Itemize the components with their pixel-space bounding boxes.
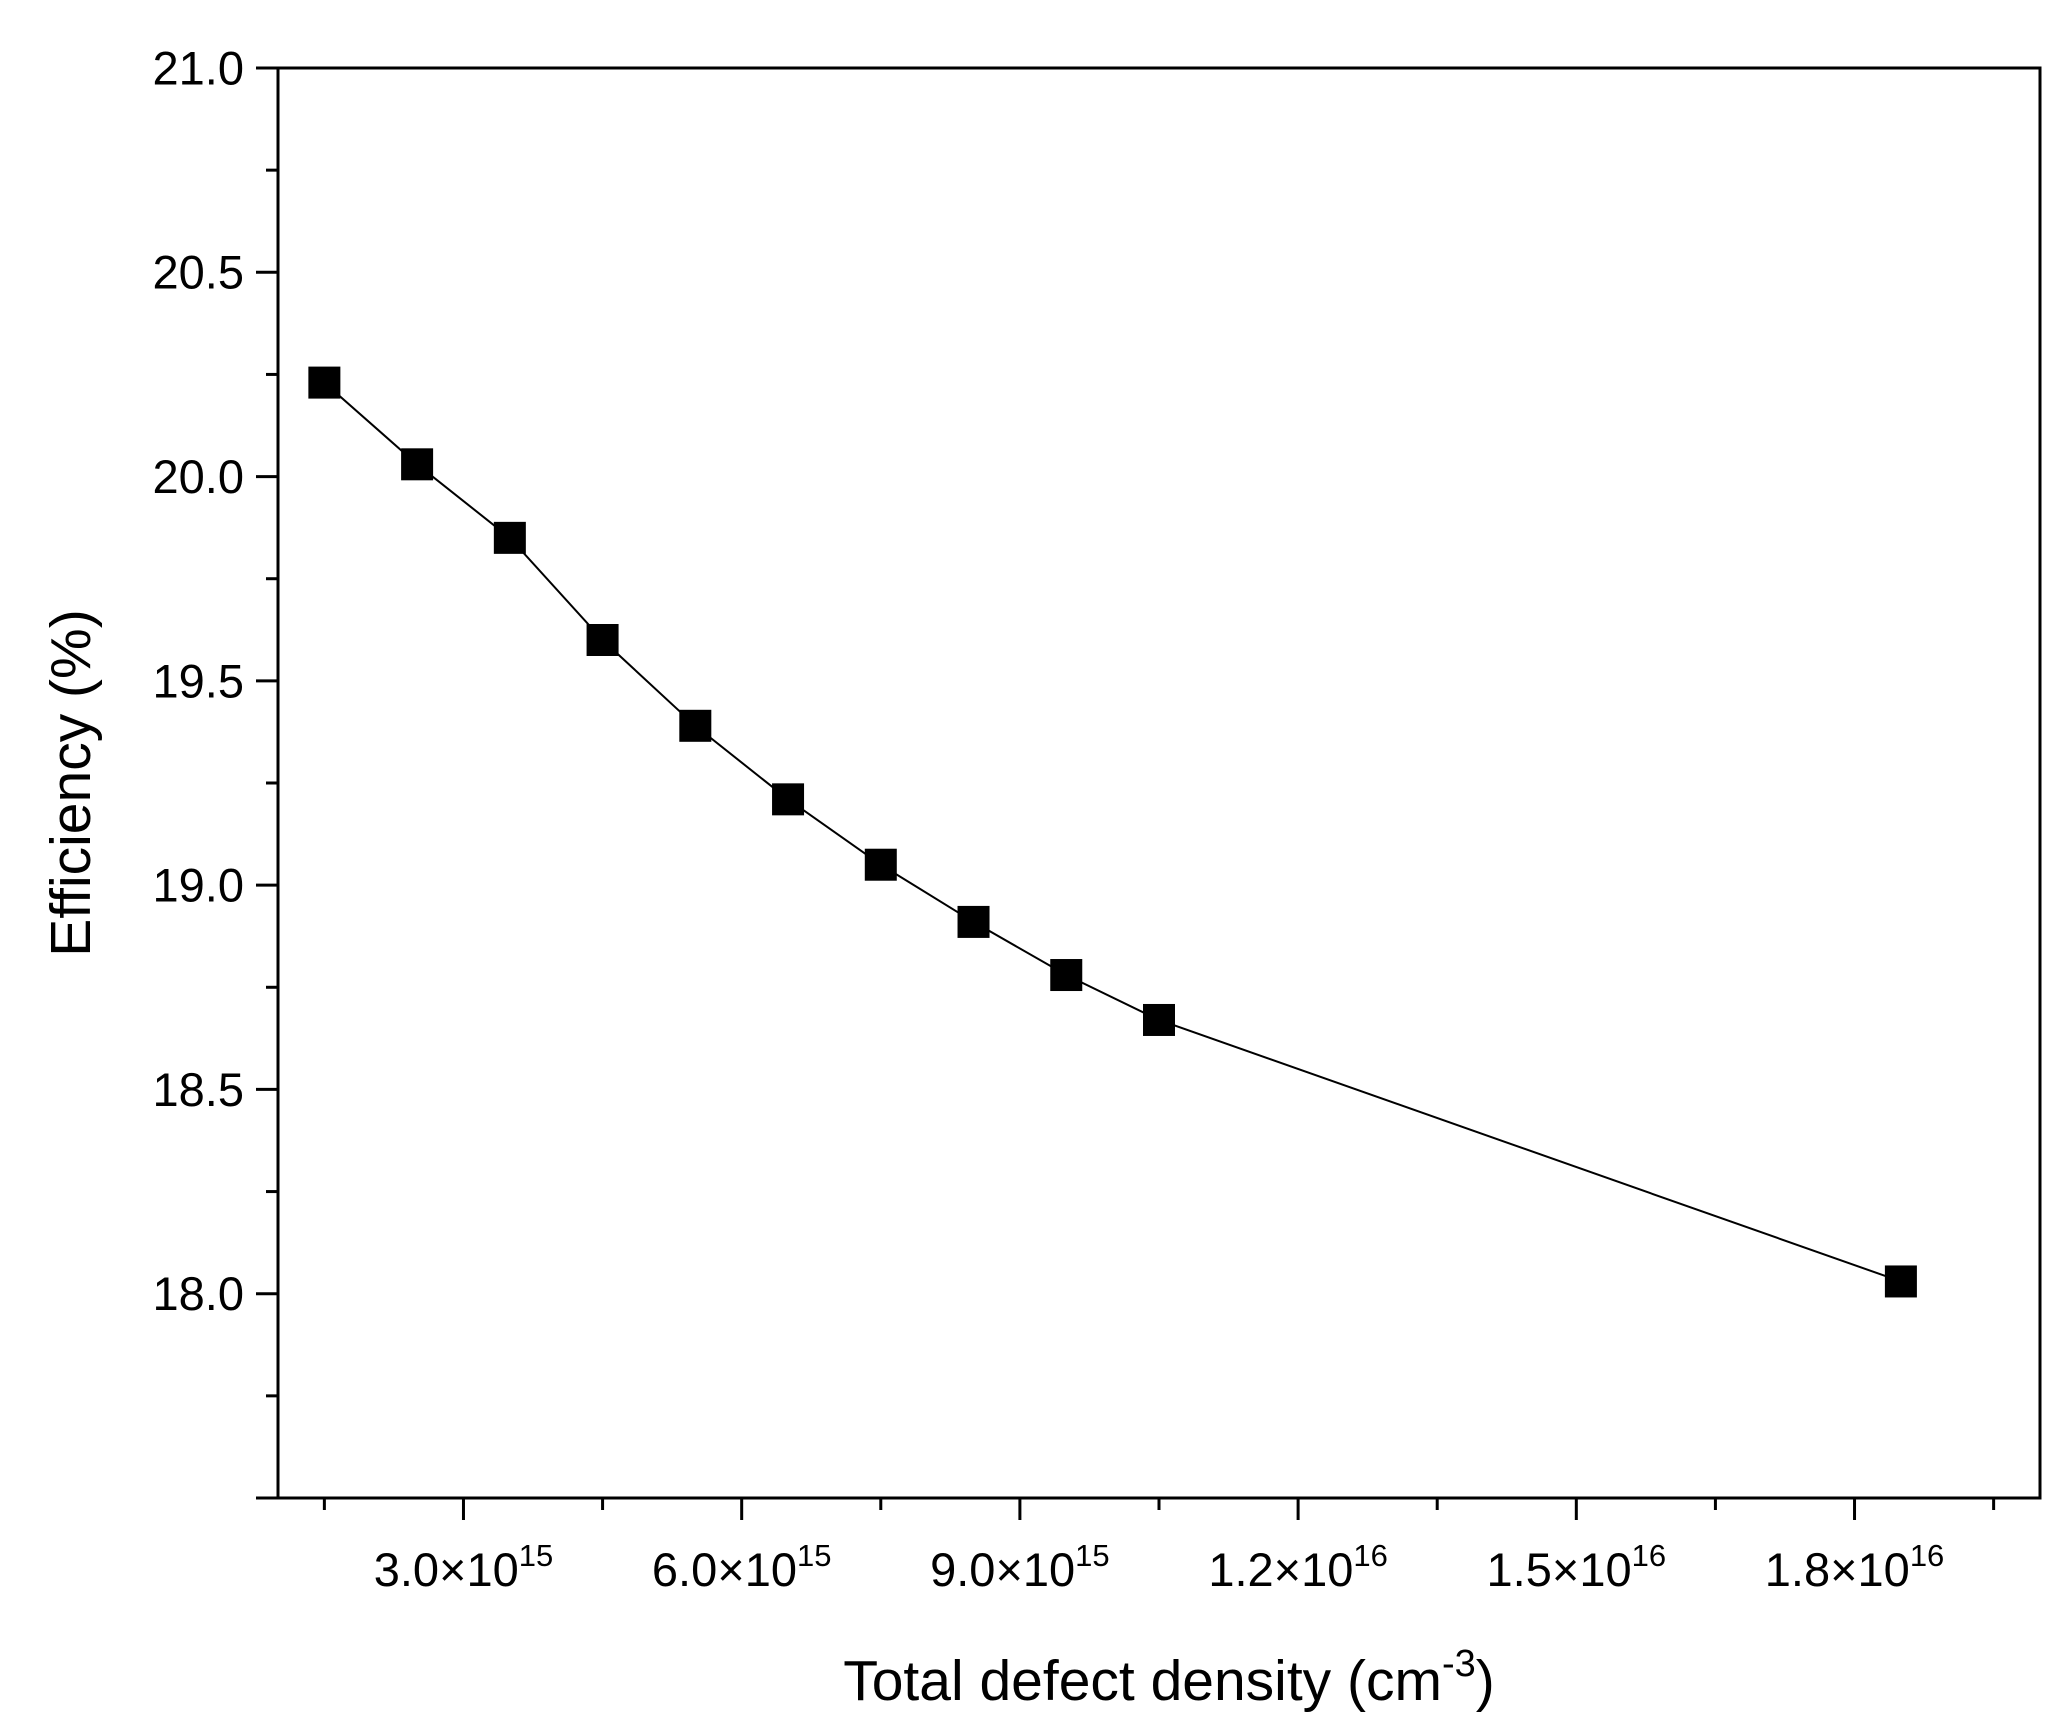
y-tick-label: 20.5 [153, 246, 244, 299]
x-tick-exponent: 15 [519, 1538, 553, 1573]
x-axis-title: Total defect density (cm-3) [843, 1643, 1495, 1713]
data-point-square-marker [772, 783, 805, 816]
x-tick-exponent: 15 [1075, 1538, 1109, 1573]
data-point-square-marker [308, 366, 341, 399]
plot-frame [276, 66, 2042, 1500]
plot-area: 18.0 18.5 19.0 19.5 20.0 20.5 21.0 3.0×1015 6.0×… [39, 41, 2042, 1713]
x-axis-title-suffix: ) [1476, 1649, 1495, 1713]
x-tick-exponent: 16 [1632, 1538, 1666, 1573]
x-tick-label: 9.0×1015 [930, 1538, 1110, 1596]
x-tick-label: 1.8×1016 [1765, 1538, 1945, 1596]
x-tick-exponent: 16 [1910, 1538, 1944, 1573]
data-point-square-marker [493, 521, 526, 554]
data-point-square-marker [401, 448, 434, 481]
data-point-square-marker [957, 905, 990, 938]
x-tick-label: 1.2×1016 [1208, 1538, 1388, 1596]
x-tick-exponent: 16 [1353, 1538, 1387, 1573]
y-tick-label: 20.0 [153, 450, 244, 503]
y-axis-title: Efficiency (%) [39, 609, 103, 956]
x-tick-label: 1.5×1016 [1487, 1538, 1667, 1596]
y-tick-label: 21.0 [153, 41, 244, 94]
y-tick-label: 18.0 [153, 1267, 244, 1320]
y-tick-label: 18.5 [153, 1063, 244, 1116]
x-axis-title-superscript: -3 [1442, 1643, 1476, 1685]
data-point-square-marker [1884, 1265, 1917, 1298]
x-tick-exponent: 15 [797, 1538, 831, 1573]
data-point-square-marker [864, 848, 897, 881]
y-tick-label: 19.5 [153, 654, 244, 707]
y-tick-label: 19.0 [153, 859, 244, 912]
x-tick-label: 6.0×1015 [652, 1538, 832, 1596]
series-line [323, 381, 1902, 1283]
data-point-square-marker [679, 709, 712, 742]
x-tick-label: 3.0×1015 [374, 1538, 554, 1596]
data-point-square-marker [1143, 1003, 1175, 1036]
data-point-square-marker [586, 624, 619, 656]
data-point-square-marker [1050, 959, 1083, 992]
